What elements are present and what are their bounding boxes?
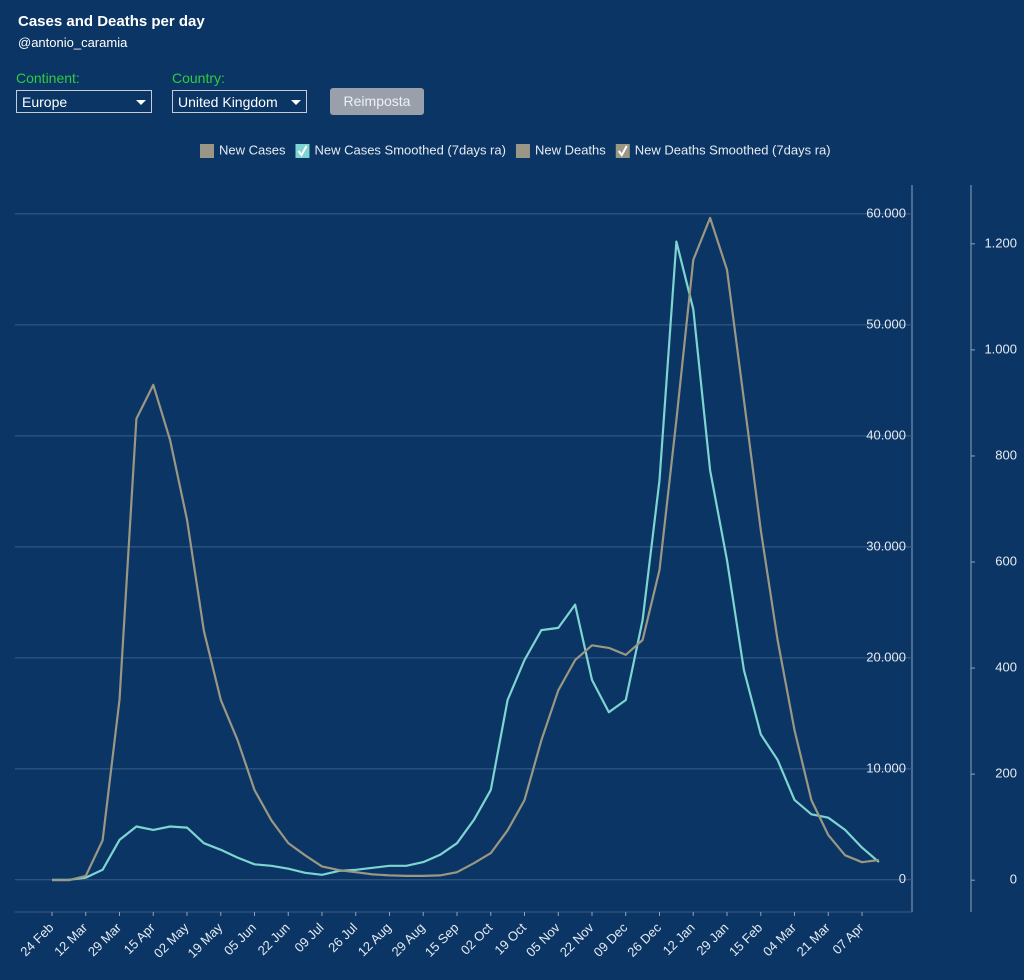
title: Cases and Deaths per day	[18, 13, 205, 30]
x-tick-label: 02 May	[151, 920, 192, 961]
continent-label: Continent:	[16, 70, 80, 86]
x-tick-label: 07 Apr	[829, 919, 867, 957]
legend-label: New Cases	[219, 142, 286, 157]
y2-tick-label: 0	[1010, 872, 1017, 887]
x-tick-label: 02 Oct	[458, 920, 496, 958]
x-tick-label: 15 Feb	[726, 920, 765, 959]
y-tick-label: 0	[899, 871, 906, 886]
y2-tick-label: 1.000	[984, 341, 1017, 356]
y-tick-label: 50.000	[866, 316, 906, 331]
y2-tick-label: 400	[995, 660, 1017, 675]
x-tick-label: 19 Oct	[491, 920, 529, 958]
legend-box	[200, 144, 214, 158]
x-tick-label: 15 Sep	[422, 920, 462, 960]
y-tick-label: 10.000	[866, 760, 906, 775]
x-tick-label: 19 May	[185, 920, 226, 961]
y2-tick-label: 1.200	[984, 235, 1017, 250]
x-tick-label: 09 Jul	[291, 920, 326, 955]
x-tick-label: 29 Jan	[693, 920, 731, 958]
series-line	[52, 240, 880, 881]
legend-check	[297, 145, 308, 157]
x-tick-label: 26 Dec	[624, 920, 664, 960]
reset-button[interactable]: Reimposta	[330, 88, 424, 115]
legend-label: New Deaths	[535, 142, 606, 157]
x-tick-label: 12 Aug	[355, 920, 394, 959]
subtitle: @antonio_caramia	[18, 35, 128, 50]
legend-label: New Cases Smoothed (7days ra)	[314, 142, 505, 157]
legend-item[interactable]: New Deaths Smoothed (7days ra)	[615, 142, 831, 158]
legend-box	[615, 144, 630, 158]
y-tick-label: 20.000	[866, 649, 906, 664]
legend-check	[617, 145, 628, 157]
legend-box	[515, 144, 530, 158]
x-tick-label: 22 Nov	[557, 920, 597, 960]
legend-box	[295, 144, 310, 158]
y2-tick-label: 800	[995, 447, 1017, 462]
y2-tick-label: 200	[995, 766, 1017, 781]
legend-item[interactable]: New Cases	[200, 142, 286, 158]
x-tick-label: 29 Aug	[389, 920, 428, 959]
x-tick-label: 05 Nov	[523, 920, 563, 960]
legend-label: New Deaths Smoothed (7days ra)	[635, 142, 831, 157]
y-tick-label: 60.000	[866, 205, 906, 220]
continent-select[interactable]: Europe	[16, 90, 152, 113]
legend-item[interactable]: New Deaths	[515, 142, 606, 158]
x-tick-label: 12 Mar	[51, 919, 91, 959]
series-line	[52, 216, 880, 882]
x-tick-label: 22 Jun	[255, 920, 293, 958]
y-tick-label: 30.000	[866, 538, 906, 553]
y2-tick-label: 600	[995, 553, 1017, 568]
x-tick-label: 29 Mar	[85, 919, 125, 959]
x-tick-label: 05 Jun	[221, 920, 259, 958]
x-tick-label: 12 Jan	[660, 920, 698, 958]
y-tick-label: 40.000	[866, 427, 906, 442]
x-tick-label: 04 Mar	[760, 919, 800, 959]
x-tick-label: 24 Feb	[17, 920, 56, 959]
x-tick-label: 21 Mar	[794, 919, 834, 959]
x-tick-label: 09 Dec	[591, 920, 631, 960]
legend-item[interactable]: New Cases Smoothed (7days ra)	[295, 142, 506, 158]
country-select[interactable]: United Kingdom	[172, 90, 307, 113]
country-label: Country:	[172, 70, 225, 86]
